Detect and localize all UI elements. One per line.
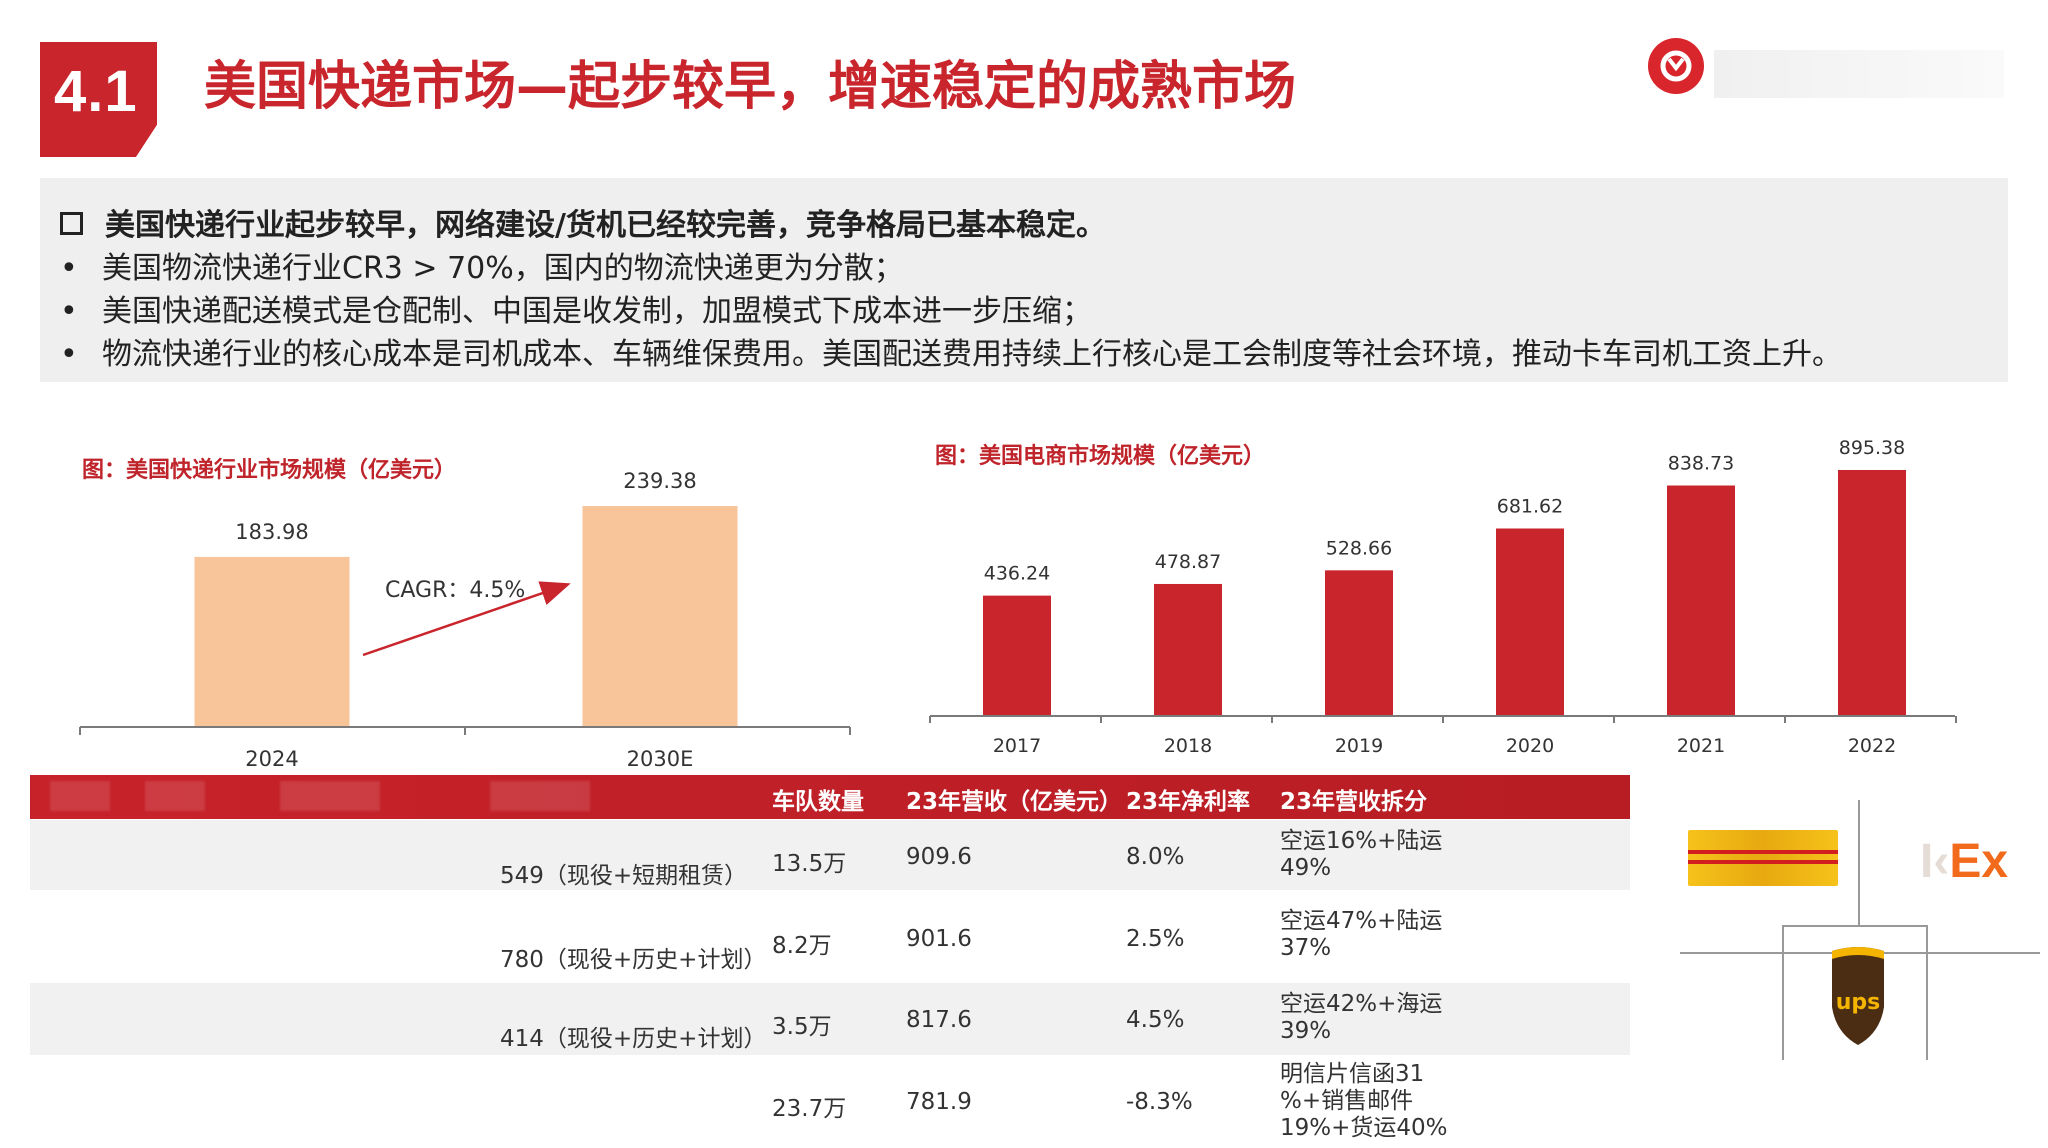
x-tick-label: 2017 [993,735,1041,757]
logo-wordmark-placeholder [1714,50,2004,98]
data-label: 183.98 [235,520,308,544]
summary-bullet-text: 美国快递配送模式是仓配制、中国是收发制，加盟模式下成本进一步压缩； [102,294,1092,329]
fedex-logo-text: Ex [1949,835,2009,888]
data-label: 681.62 [1497,495,1563,517]
express-market-chart: 183.98 2024 239.38 2030E CAGR：4.5% [79,469,851,771]
revenue-split-cell: 明信片信函31 %+销售邮件19%+货运40% [1280,1061,1448,1141]
x-tick-label: 2030E [627,747,694,771]
table-header: 车队数量 23年营收（亿美元） 23年净利率 23年营收拆分 [30,775,1630,819]
vehicles-cell: 3.5万 [772,1014,832,1040]
ups-logo-icon: ups [1832,947,1884,1045]
redacted-cell [50,781,110,811]
x-tick-label: 2020 [1506,735,1554,757]
table-header-vehicles: 车队数量 [772,789,864,815]
revenue-split-cell: 空运16%+陆运49% [1280,828,1443,881]
summary-panel: 美国快递行业起步较早，网络建设/货机已经较完善，竞争格局已基本稳定。 • 美国物流… [40,178,2008,382]
data-label: 239.38 [623,469,696,493]
bar [1325,570,1393,715]
cagr-annotation: CAGR：4.5% [385,578,525,603]
summary-bullet: • 美国物流快递行业CR3 > 70%，国内的物流快递更为分散； [60,243,904,287]
revenue-cell: 817.6 [906,1007,972,1033]
bar [1838,470,1906,715]
x-tick-label: 2024 [245,747,298,771]
vehicles-cell: 23.7万 [772,1096,847,1122]
table-header-split: 23年营收拆分 [1280,789,1428,815]
data-label: 838.73 [1668,453,1734,475]
ups-logo-text: ups [1836,990,1881,1015]
square-bullet-icon [60,212,83,235]
bar [1496,528,1564,715]
fleet-detail-cell: 549（现役+短期租赁） [500,863,748,889]
cagr-arrow [362,581,571,657]
bar [194,556,350,726]
bar [983,595,1051,715]
summary-bullet: • 美国快递配送模式是仓配制、中国是收发制，加盟模式下成本进一步压缩； [60,286,1092,330]
margin-cell: 4.5% [1126,1007,1185,1033]
margin-cell: 8.0% [1126,844,1185,870]
table-row: 23.7万 781.9 -8.3% 明信片信函31 %+销售邮件19%+货运40… [30,1055,1630,1145]
fleet-detail-cell: 414（现役+历史+计划） [500,1026,767,1052]
chart2-title: 图：美国电商市场规模（亿美元） [935,444,1266,469]
x-tick-label: 2019 [1335,735,1383,757]
table-row: 414（现役+历史+计划） 3.5万 817.6 4.5% 空运42%+海运39… [30,983,1630,1055]
section-number-badge: 4.1 [40,42,157,157]
summary-bullet-text: 美国物流快递行业CR3 > 70%，国内的物流快递更为分散； [102,251,904,286]
section-number: 4.1 [54,59,138,124]
divider [1782,925,1784,1060]
redacted-cell [280,781,380,811]
margin-cell: 2.5% [1126,926,1185,952]
bullet-dot-icon: • [60,251,78,286]
divider [1926,925,1928,1060]
revenue-split-cell: 空运42%+海运39% [1280,991,1443,1044]
table-header-revenue: 23年营收（亿美元） [906,789,1123,815]
data-label: 528.66 [1326,537,1392,559]
vehicles-cell: 13.5万 [772,851,847,877]
summary-headline: 美国快递行业起步较早，网络建设/货机已经较完善，竞争格局已基本稳定。 [60,200,1106,244]
divider [1858,800,1860,925]
x-tick-label: 2018 [1164,735,1212,757]
ecommerce-market-chart: 436.24 2017 478.87 2018 528.66 2019 681.62 2020… [929,437,1957,757]
bullet-dot-icon: • [60,294,78,329]
bar [1667,485,1735,715]
table-row: 549（现役+短期租赁） 13.5万 909.6 8.0% 空运16%+陆运49… [30,820,1630,890]
bar [1154,583,1222,715]
page-title: 美国快递市场—起步较早，增速稳定的成熟市场 [204,57,1297,117]
data-label: 436.24 [984,563,1050,585]
revenue-split-cell: 空运47%+陆运37% [1280,908,1443,961]
table-row: 780（现役+历史+计划） 8.2万 901.6 2.5% 空运47%+陆运37… [30,890,1630,983]
margin-cell: -8.3% [1126,1089,1193,1115]
summary-headline-text: 美国快递行业起步较早，网络建设/货机已经较完善，竞争格局已基本稳定。 [105,208,1106,243]
data-label: 478.87 [1155,551,1221,573]
company-logo-icon [1648,38,1704,94]
revenue-cell: 909.6 [906,844,972,870]
vehicles-cell: 8.2万 [772,933,832,959]
redacted-cell [490,781,590,811]
redacted-cell [145,781,205,811]
fleet-detail-cell: 780（现役+历史+计划） [500,947,767,973]
dhl-logo-icon [1688,830,1838,886]
divider [1782,925,1927,927]
revenue-cell: 781.9 [906,1089,972,1115]
bullet-dot-icon: • [60,337,78,372]
summary-bullet: • 物流快递行业的核心成本是司机成本、车辆维保费用。美国配送费用持续上行核心是工会… [60,329,1842,373]
data-label: 895.38 [1839,437,1905,459]
table-header-margin: 23年净利率 [1126,789,1251,815]
x-tick-label: 2021 [1677,735,1725,757]
summary-bullet-text: 物流快递行业的核心成本是司机成本、车辆维保费用。美国配送费用持续上行核心是工会制… [102,337,1842,372]
bar [582,506,738,726]
fedex-logo-icon: I‹Ex [1920,835,2009,888]
chart1-title: 图：美国快递行业市场规模（亿美元） [82,458,457,483]
x-tick-label: 2022 [1848,735,1896,757]
revenue-cell: 901.6 [906,926,972,952]
